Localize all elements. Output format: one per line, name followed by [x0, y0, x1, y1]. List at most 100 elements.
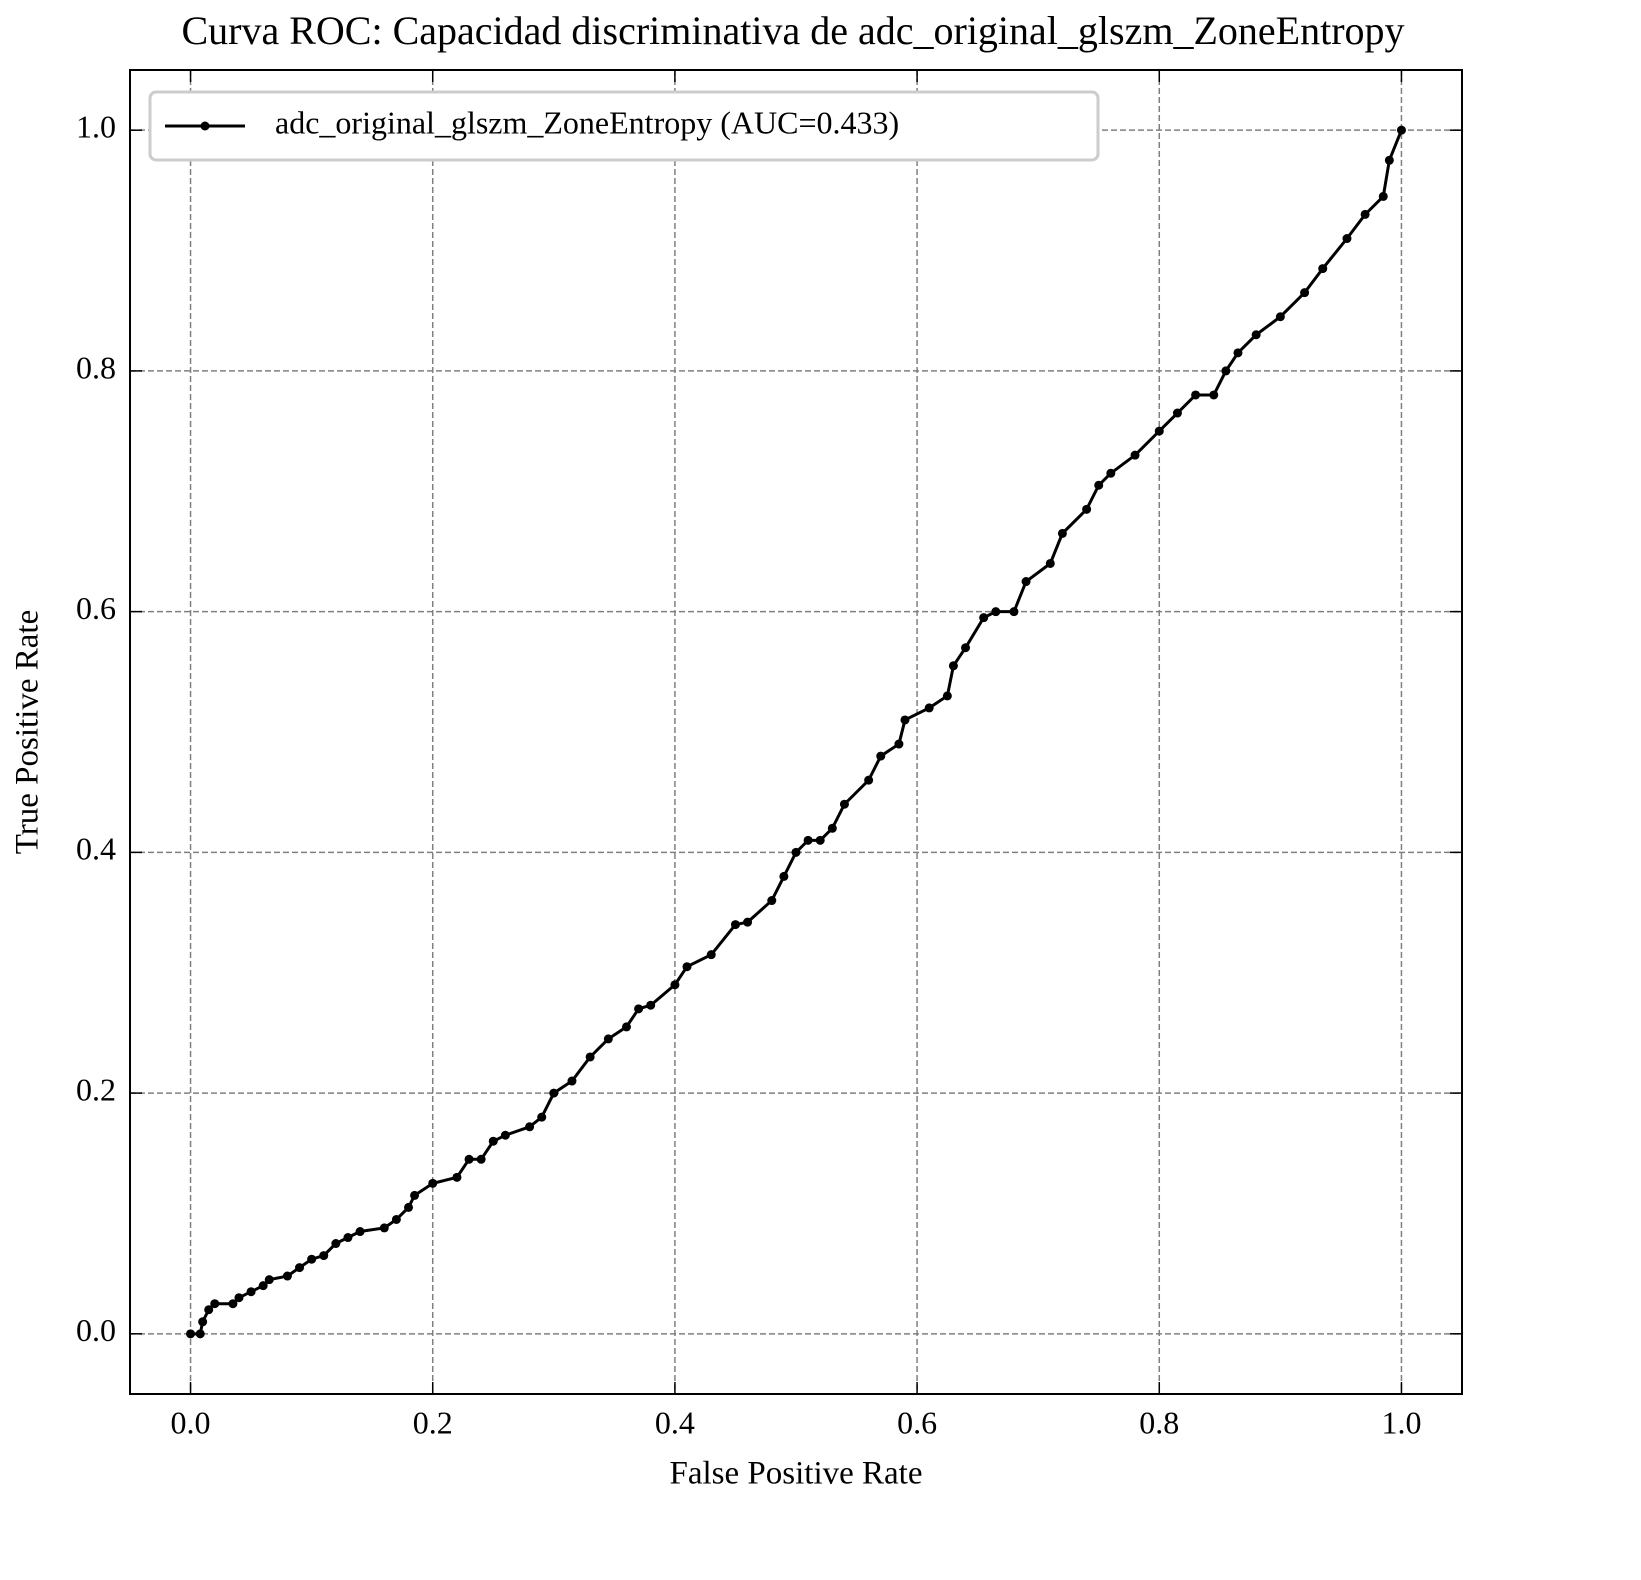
x-tick-label: 0.0 — [171, 1404, 211, 1440]
roc-point — [537, 1112, 547, 1122]
legend-label: adc_original_glszm_ZoneEntropy (AUC=0.43… — [275, 104, 899, 140]
roc-point — [1300, 288, 1310, 298]
roc-point — [779, 871, 789, 881]
roc-point — [307, 1254, 317, 1264]
roc-point — [1191, 390, 1201, 400]
roc-point — [246, 1287, 256, 1297]
roc-point — [991, 607, 1001, 617]
roc-point — [549, 1088, 559, 1098]
roc-point — [1082, 504, 1092, 514]
roc-point — [924, 703, 934, 713]
roc-point — [682, 962, 692, 972]
roc-point — [634, 1004, 644, 1014]
roc-point — [343, 1233, 353, 1243]
roc-point — [646, 1000, 656, 1010]
roc-point — [743, 917, 753, 927]
roc-point — [839, 799, 849, 809]
roc-point — [670, 980, 680, 990]
roc-point — [258, 1281, 268, 1291]
roc-point — [234, 1293, 244, 1303]
roc-point — [815, 835, 825, 845]
roc-point — [1275, 312, 1285, 322]
roc-point — [706, 950, 716, 960]
roc-point — [186, 1329, 196, 1339]
roc-point — [1009, 607, 1019, 617]
legend-marker — [200, 121, 210, 131]
roc-point — [791, 847, 801, 857]
x-tick-label: 1.0 — [1381, 1404, 1421, 1440]
roc-point — [767, 896, 777, 906]
roc-point — [1342, 234, 1352, 244]
roc-point — [428, 1178, 438, 1188]
y-tick-label: 0.8 — [76, 349, 116, 385]
roc-point — [282, 1271, 292, 1281]
roc-point — [525, 1122, 535, 1132]
x-tick-label: 0.2 — [413, 1404, 453, 1440]
roc-point — [961, 643, 971, 653]
roc-point — [198, 1317, 208, 1327]
roc-point — [803, 835, 813, 845]
roc-point — [1209, 390, 1219, 400]
roc-point — [1094, 480, 1104, 490]
roc-point — [864, 775, 874, 785]
roc-point — [1251, 330, 1261, 340]
y-tick-label: 0.4 — [76, 831, 116, 867]
roc-point — [464, 1154, 474, 1164]
roc-point — [1378, 191, 1388, 201]
roc-point — [204, 1305, 214, 1315]
roc-point — [476, 1154, 486, 1164]
roc-point — [391, 1214, 401, 1224]
roc-point — [1384, 155, 1394, 165]
roc-point — [319, 1251, 329, 1261]
roc-point — [979, 613, 989, 623]
x-tick-label: 0.4 — [655, 1404, 695, 1440]
plot-frame — [129, 69, 1463, 1395]
roc-point — [355, 1227, 365, 1237]
roc-point — [1360, 209, 1370, 219]
y-tick-label: 0.6 — [76, 590, 116, 626]
roc-point — [404, 1202, 414, 1212]
y-axis-label: True Positive Rate — [10, 610, 46, 854]
roc-point — [827, 823, 837, 833]
roc-point — [1021, 577, 1031, 587]
roc-point — [410, 1190, 420, 1200]
y-tick-label: 0.2 — [76, 1071, 116, 1107]
roc-point — [295, 1263, 305, 1273]
roc-point — [452, 1172, 462, 1182]
roc-point — [603, 1034, 613, 1044]
roc-point — [1396, 125, 1406, 135]
y-tick-label: 1.0 — [76, 109, 116, 145]
roc-point — [1318, 264, 1328, 274]
roc-point — [195, 1329, 205, 1339]
roc-point — [331, 1239, 341, 1249]
roc-point — [1154, 426, 1164, 436]
legend-box — [148, 90, 1100, 162]
roc-point — [621, 1022, 631, 1032]
roc-point — [1172, 408, 1182, 418]
roc-point — [730, 920, 740, 930]
roc-point — [585, 1052, 595, 1062]
legend: adc_original_glszm_ZoneEntropy (AUC=0.43… — [148, 90, 1100, 162]
roc-point — [488, 1136, 498, 1146]
x-tick-label: 0.8 — [1139, 1404, 1179, 1440]
roc-point — [210, 1299, 220, 1309]
roc-point — [942, 691, 952, 701]
roc-point — [1045, 558, 1055, 568]
roc-point — [1106, 468, 1116, 478]
roc-point — [1057, 528, 1067, 538]
y-tick-label: 0.0 — [76, 1312, 116, 1348]
roc-point — [264, 1275, 274, 1285]
roc-point — [379, 1223, 389, 1233]
roc-line — [190, 129, 1403, 1336]
x-axis-label: False Positive Rate — [670, 1456, 923, 1492]
chart-title: Curva ROC: Capacidad discriminativa de a… — [181, 8, 1404, 53]
roc-point — [567, 1076, 577, 1086]
roc-point — [500, 1130, 510, 1140]
roc-point — [894, 739, 904, 749]
roc-point — [1221, 366, 1231, 376]
roc-point — [228, 1299, 238, 1309]
roc-point — [900, 715, 910, 725]
roc-point — [1130, 450, 1140, 460]
